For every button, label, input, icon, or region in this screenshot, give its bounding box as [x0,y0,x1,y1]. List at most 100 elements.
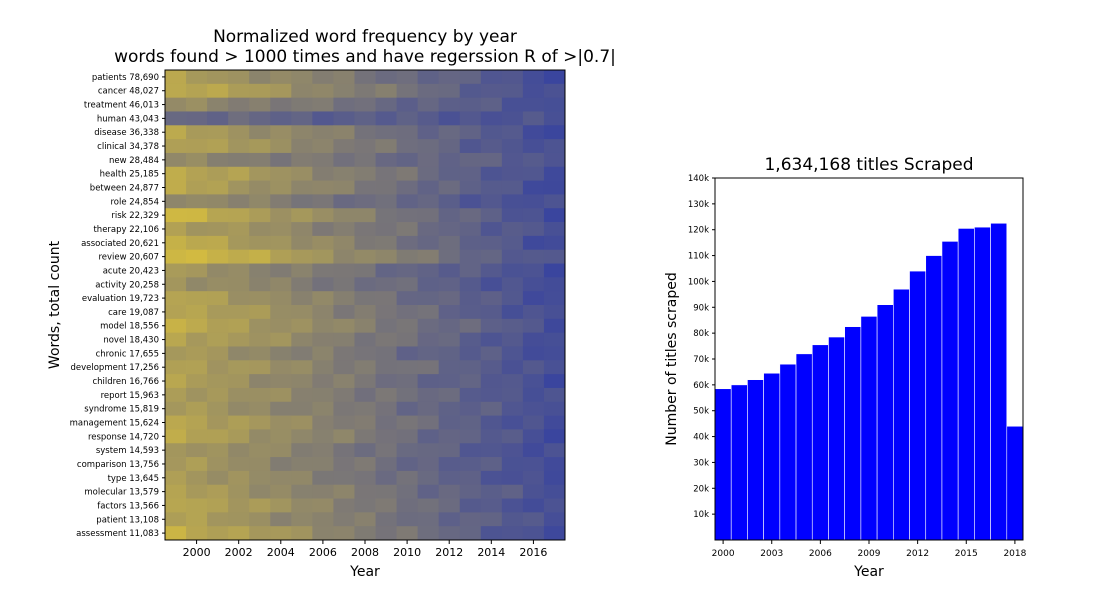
heatmap-cell [312,194,334,209]
heatmap-cell [291,443,313,458]
heatmap-cell [333,443,355,458]
heatmap-cell [354,387,376,403]
heatmap-cell [396,70,419,85]
bar [747,379,764,541]
heatmap-cell [312,83,334,99]
heatmap-cell [459,194,482,209]
heatmap-cell [354,125,376,140]
bar [860,316,878,541]
heatmap-row-label: molecular 13,579 [84,488,159,498]
heatmap-row-label: syndrome 15,819 [84,405,159,415]
heatmap-cell [207,484,229,499]
heatmap-cell [249,512,271,527]
heatmap-cell [186,332,208,347]
heatmap-cell [207,208,229,223]
heatmap-cell [501,222,524,237]
heatmap-cell [438,235,461,251]
heatmap-cell [543,387,566,403]
heatmap-cell [270,166,292,181]
heatmap-cell [165,97,187,112]
heatmap-cell [165,484,187,499]
heatmap-cell [228,125,250,140]
heatmap-cell [375,277,397,292]
heatmap-cell [396,457,419,472]
heatmap-cell [459,97,482,112]
heatmap-cell [333,360,355,375]
heatmap-cell [312,332,334,347]
heatmap-cell [333,166,355,181]
bar-chart-x-ticks: 2000 2003 2006 2009 2012 2015 2018 [712,540,1027,559]
heatmap-cell [312,429,334,444]
heatmap-cell [165,166,187,181]
heatmap-cell [186,484,208,499]
heatmap-row-label: management 15,624 [70,419,159,429]
heatmap-cell [501,208,524,223]
heatmap-cell [186,526,208,541]
heatmap-cell [291,401,313,416]
heatmap-cell [333,387,355,403]
heatmap-cell [207,498,229,513]
heatmap-cell [543,429,566,444]
heatmap-cell [291,346,313,361]
heatmap-cell [417,374,440,389]
heatmap-cell [480,498,503,513]
heatmap-cell [228,208,250,223]
heatmap-cell [312,139,334,154]
heatmap-cell [333,111,355,126]
heatmap-cell [375,222,397,237]
heatmap-cell [270,360,292,375]
heatmap-cell [459,180,482,195]
heatmap-cell [438,526,461,541]
heatmap-row-label: response 14,720 [88,432,159,442]
heatmap-row-label: care 19,087 [108,308,159,318]
heatmap-cell [459,70,482,85]
heatmap-row-label: cancer 48,027 [98,87,159,97]
heatmap-cell [459,498,482,513]
heatmap-cell [543,194,566,209]
heatmap-cell [354,512,376,527]
heatmap-cell [459,332,482,347]
heatmap-cell [543,401,566,416]
heatmap-cell [480,222,503,237]
heatmap-cell [186,194,208,209]
heatmap-cell [522,180,545,195]
heatmap-cell [249,249,271,264]
heatmap-cell [459,263,482,278]
bar-chart-y-tick-label: 80k [693,329,709,339]
heatmap-y-axis-label: Words, total count [47,240,63,369]
heatmap-cell [375,526,397,541]
heatmap-cell [207,346,229,361]
heatmap-cell [354,360,376,375]
heatmap-cell [375,387,397,403]
heatmap-cell [228,346,250,361]
heatmap-cell [543,305,566,320]
heatmap-x-tick-label: 2016 [519,546,547,559]
heatmap-cell [396,277,419,292]
heatmap-cell [501,318,524,334]
heatmap-cell [375,249,397,264]
heatmap-cell [396,401,419,416]
heatmap-cell [165,498,187,513]
heatmap-cell [522,387,545,403]
heatmap-x-tick-label: 2004 [267,546,295,559]
heatmap-cell [375,152,397,168]
heatmap-cell [438,180,461,195]
heatmap-cell [312,180,334,195]
heatmap-cell [291,222,313,237]
heatmap-cell [207,457,229,472]
heatmap-cell [333,222,355,237]
heatmap-cell [480,526,503,541]
heatmap-cell [207,263,229,278]
heatmap-cell [501,277,524,292]
heatmap-cell [270,443,292,458]
heatmap-cell [228,111,250,126]
heatmap-cell [396,512,419,527]
heatmap-cell [291,305,313,320]
heatmap-cell [291,457,313,472]
heatmap-cell [522,429,545,444]
heatmap-cell [501,152,524,168]
heatmap-cell [396,263,419,278]
heatmap-cell [459,526,482,541]
heatmap-cell [438,152,461,168]
heatmap-cell [249,332,271,347]
